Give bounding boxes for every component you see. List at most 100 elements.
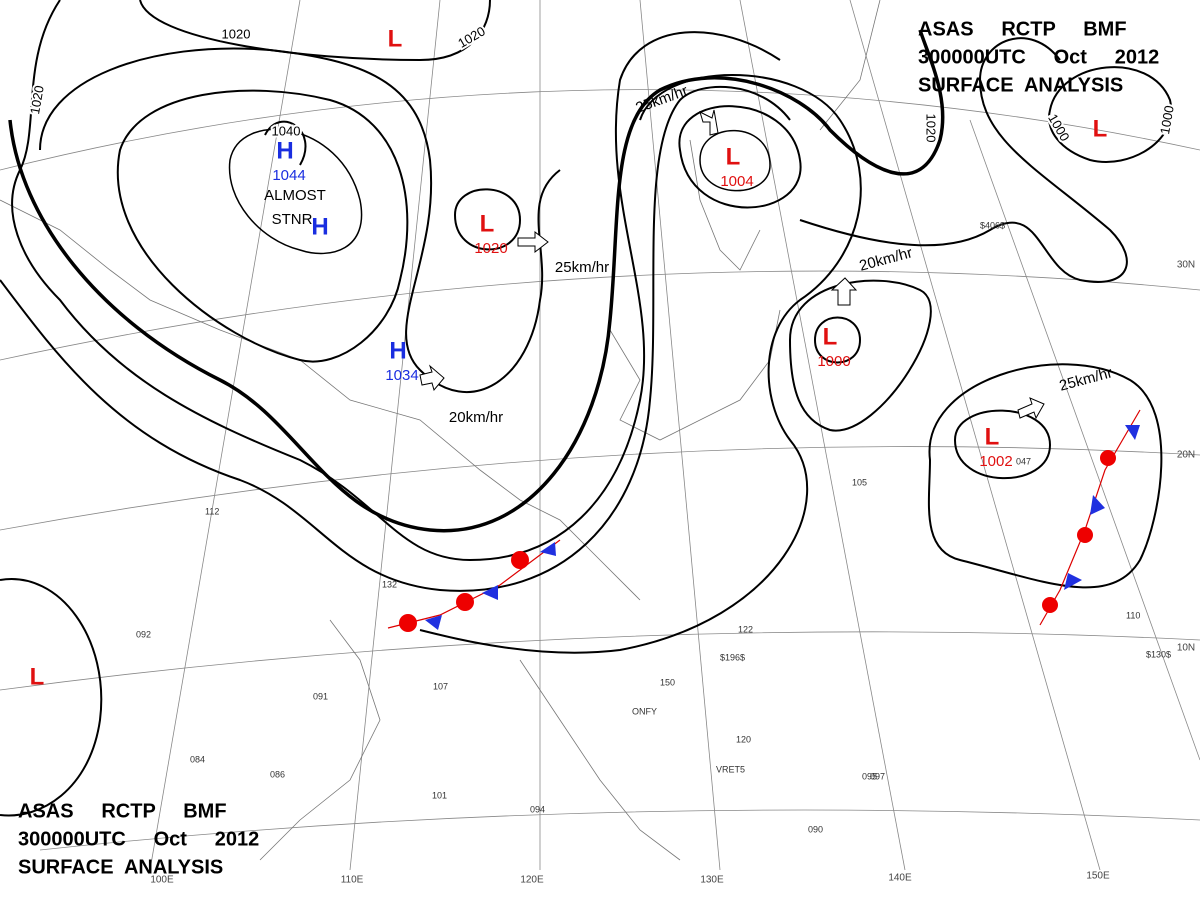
- isobar-label: 1020: [924, 114, 939, 143]
- isobar: [678, 105, 802, 209]
- longitude-line: [739, 0, 906, 871]
- pressure-center-value: 1034: [385, 367, 418, 384]
- warm-front-symbol: [399, 614, 417, 632]
- station-plot: 097: [870, 771, 885, 781]
- station-plot: 086: [270, 769, 285, 779]
- motion-arrow: [1017, 397, 1045, 420]
- longitude-label: 130E: [700, 875, 724, 886]
- fronts: [387, 409, 1141, 632]
- isobar: [11, 0, 781, 562]
- station-plot: 094: [530, 804, 545, 814]
- note: STNR: [272, 211, 313, 228]
- latitude-line: [0, 89, 1200, 171]
- header-line: 300000UTC Oct 2012: [918, 46, 1159, 68]
- isobar: [813, 316, 862, 364]
- station-plot: 110: [1126, 610, 1140, 620]
- isobar-label: 1020: [27, 84, 47, 115]
- footer-line: SURFACE ANALYSIS: [18, 856, 223, 878]
- pressure-center-value: 1004: [720, 173, 753, 190]
- coastlines: [0, 0, 881, 861]
- pressure-center-symbol: L: [480, 210, 495, 237]
- station-plot: 084: [190, 754, 205, 764]
- warm-front-symbol: [1077, 527, 1093, 543]
- isobar: [927, 363, 1163, 589]
- isobar: [953, 409, 1052, 480]
- station-plot: VRET5: [716, 764, 745, 774]
- warm-front-symbol: [1100, 450, 1116, 466]
- coastline: [259, 619, 381, 861]
- station-plot: ONFY: [632, 706, 657, 716]
- isobar-label: 1020: [222, 26, 251, 41]
- station-plot: 091: [313, 691, 328, 701]
- station-plot: 132: [382, 579, 397, 589]
- pressure-center-value: 1002: [979, 453, 1012, 470]
- pressure-center-symbol: L: [823, 323, 838, 350]
- station-plot: $196$: [720, 652, 745, 662]
- coastline: [689, 139, 761, 271]
- isobar: [0, 578, 103, 817]
- motion-arrow: [830, 277, 858, 306]
- latitude-label: 10N: [1177, 643, 1195, 654]
- header-line: ASAS RCTP BMF: [918, 18, 1127, 40]
- station-plot: $130$: [1146, 649, 1171, 659]
- cold-front-symbol: [425, 615, 442, 630]
- isobar: [228, 128, 363, 255]
- latitude-line: [0, 270, 1200, 361]
- motion-arrow: [517, 230, 549, 254]
- motion-arrow: [419, 364, 445, 392]
- motion-arrow: [699, 109, 719, 136]
- station-plot: 150: [660, 677, 675, 687]
- motion-label: 25km/hr: [555, 259, 609, 276]
- latitude-label: 20N: [1177, 450, 1195, 461]
- station-plot: 092: [136, 629, 151, 639]
- motion-label: 20km/hr: [449, 409, 503, 426]
- footer-line: 300000UTC Oct 2012: [18, 828, 259, 850]
- longitude-line: [969, 119, 1200, 761]
- longitude-label: 140E: [888, 873, 912, 884]
- isobar: [264, 120, 307, 166]
- isobar: [699, 129, 771, 192]
- station-plot: 105: [852, 477, 867, 487]
- longitude-label: 120E: [520, 875, 544, 886]
- coastline: [0, 199, 641, 601]
- warm-front-symbol: [456, 593, 474, 611]
- latitude-line: [0, 446, 1200, 531]
- pressure-center-symbol: L: [30, 663, 45, 690]
- longitude-line: [349, 0, 441, 871]
- cold-front-symbol: [1090, 495, 1105, 515]
- longitude-label: 150E: [1086, 871, 1110, 882]
- cold-front-symbol: [540, 542, 556, 556]
- latitude-label: 30N: [1177, 260, 1195, 271]
- station-plot: 107: [433, 681, 448, 691]
- isobar: [1048, 66, 1173, 163]
- warm-front-symbol: [1042, 597, 1058, 613]
- warm-front-symbol: [511, 551, 529, 569]
- longitude-line: [639, 0, 721, 871]
- pressure-center-symbol: L: [726, 143, 741, 170]
- pressure-center-symbol: H: [276, 137, 293, 164]
- pressure-center-symbol: L: [1093, 115, 1108, 142]
- longitude-label: 100E: [150, 875, 174, 886]
- station-plot: 047: [1016, 456, 1031, 466]
- pressure-center-symbol: L: [985, 423, 1000, 450]
- pressure-center-value: 1044: [272, 167, 305, 184]
- coastline: [609, 309, 781, 441]
- labels: ASAS RCTP BMF 300000UTC Oct 2012 SURFACE A…: [18, 18, 1195, 885]
- station-plot: 120: [736, 734, 751, 744]
- footer-line: ASAS RCTP BMF: [18, 800, 227, 822]
- coastline: [519, 659, 681, 861]
- isobar: [8, 29, 945, 533]
- pressure-center-symbol: H: [311, 213, 328, 240]
- pressure-center-symbol: L: [388, 25, 403, 52]
- header-line: SURFACE ANALYSIS: [918, 74, 1123, 96]
- isobar: [116, 89, 409, 363]
- longitude-line: [149, 0, 301, 871]
- longitude-line: [849, 0, 1101, 871]
- station-plot: 101: [432, 790, 447, 800]
- isobar: [453, 188, 522, 251]
- station-plot: 112: [205, 506, 219, 516]
- pressure-center-value: 1020: [474, 240, 507, 257]
- station-plot: 090: [808, 824, 823, 834]
